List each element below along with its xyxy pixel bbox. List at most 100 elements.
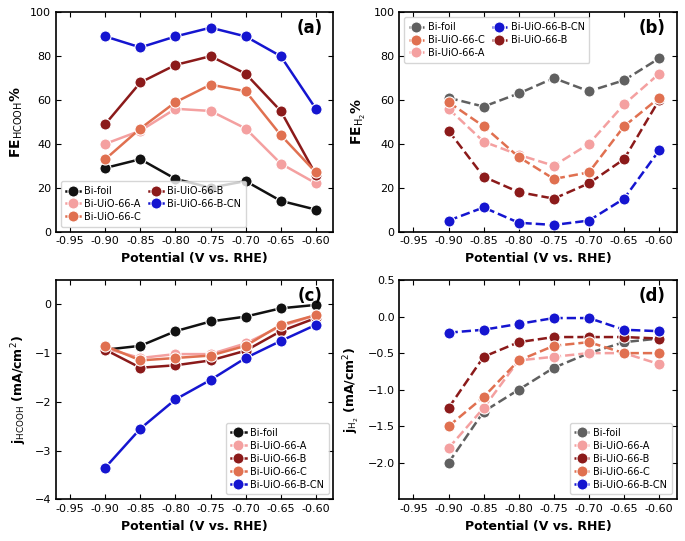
Bi-UiO-66-B — [206, 53, 214, 60]
Bi-UiO-66-C — [312, 169, 320, 176]
Bi-UiO-66-C — [620, 123, 628, 129]
Bi-UiO-66-B-CN — [242, 33, 250, 39]
Bi-foil — [620, 77, 628, 83]
Bi-foil — [655, 335, 663, 342]
Bi-UiO-66-B — [136, 79, 145, 85]
X-axis label: Potential (V vs. RHE): Potential (V vs. RHE) — [121, 520, 268, 533]
Bi-UiO-66-B — [479, 353, 488, 360]
Bi-UiO-66-B-CN — [277, 53, 285, 60]
Bi-foil — [312, 206, 320, 213]
Bi-foil — [550, 75, 558, 81]
Y-axis label: FE$_{\rm HCOOH}$%: FE$_{\rm HCOOH}$% — [8, 86, 25, 158]
Text: (a): (a) — [296, 19, 323, 37]
Bi-foil — [171, 176, 179, 182]
Bi-UiO-66-B-CN — [206, 377, 214, 383]
Bi-UiO-66-B-CN — [136, 44, 145, 51]
Bi-UiO-66-A — [620, 350, 628, 357]
Bi-UiO-66-C — [136, 357, 145, 364]
Bi-UiO-66-C — [312, 312, 320, 318]
Bi-UiO-66-B — [585, 334, 593, 340]
Bi-UiO-66-B-CN — [445, 217, 453, 224]
Bi-foil — [277, 197, 285, 204]
Text: (d): (d) — [638, 287, 666, 305]
Bi-UiO-66-B-CN — [101, 33, 110, 39]
Legend: Bi-foil, Bi-UiO-66-A, Bi-UiO-66-B, Bi-UiO-66-C, Bi-UiO-66-B-CN: Bi-foil, Bi-UiO-66-A, Bi-UiO-66-B, Bi-Ui… — [570, 423, 672, 494]
Bi-UiO-66-A — [101, 345, 110, 352]
Line: Bi-UiO-66-B-CN: Bi-UiO-66-B-CN — [443, 313, 664, 338]
Bi-UiO-66-C — [171, 99, 179, 105]
Bi-UiO-66-A — [136, 355, 145, 361]
Bi-UiO-66-C — [479, 394, 488, 400]
Bi-UiO-66-A — [445, 105, 453, 112]
Bi-UiO-66-A — [585, 141, 593, 147]
Bi-UiO-66-B — [312, 315, 320, 321]
Line: Bi-UiO-66-B-CN: Bi-UiO-66-B-CN — [100, 319, 321, 473]
Bi-UiO-66-B-CN — [655, 328, 663, 334]
Bi-UiO-66-A — [242, 126, 250, 132]
Bi-UiO-66-B — [242, 347, 250, 354]
Bi-foil — [479, 103, 488, 110]
Bi-foil — [514, 386, 523, 393]
Bi-UiO-66-B-CN — [550, 222, 558, 228]
Bi-UiO-66-B-CN — [171, 396, 179, 403]
Bi-UiO-66-A — [655, 70, 663, 77]
Bi-UiO-66-B-CN — [242, 355, 250, 361]
Bi-UiO-66-B-CN — [101, 464, 110, 471]
X-axis label: Potential (V vs. RHE): Potential (V vs. RHE) — [464, 252, 612, 265]
Bi-foil — [312, 302, 320, 308]
Bi-UiO-66-B-CN — [655, 147, 663, 154]
Line: Bi-foil: Bi-foil — [443, 333, 664, 469]
Bi-UiO-66-B — [171, 62, 179, 68]
Bi-UiO-66-B-CN — [620, 195, 628, 202]
Line: Bi-UiO-66-A: Bi-UiO-66-A — [100, 103, 321, 189]
Bi-UiO-66-B — [655, 335, 663, 342]
Line: Bi-UiO-66-C: Bi-UiO-66-C — [100, 309, 321, 366]
Bi-UiO-66-C — [655, 95, 663, 101]
Bi-UiO-66-C — [514, 154, 523, 160]
Bi-UiO-66-A — [312, 312, 320, 318]
Bi-foil — [655, 55, 663, 62]
Bi-UiO-66-B — [514, 189, 523, 195]
Bi-UiO-66-C — [171, 355, 179, 361]
Bi-UiO-66-C — [655, 350, 663, 357]
Bi-foil — [171, 328, 179, 334]
Bi-UiO-66-B — [550, 195, 558, 202]
Bi-UiO-66-C — [585, 339, 593, 345]
Bi-UiO-66-B-CN — [514, 220, 523, 226]
Bi-UiO-66-B — [655, 97, 663, 103]
Bi-UiO-66-B — [514, 339, 523, 345]
Bi-UiO-66-C — [136, 126, 145, 132]
Bi-UiO-66-B — [445, 405, 453, 411]
Bi-UiO-66-C — [206, 82, 214, 88]
Bi-UiO-66-C — [242, 88, 250, 95]
Bi-UiO-66-A — [206, 108, 214, 114]
Bi-UiO-66-B — [277, 328, 285, 334]
X-axis label: Potential (V vs. RHE): Potential (V vs. RHE) — [464, 520, 612, 533]
Bi-UiO-66-A — [479, 405, 488, 411]
Line: Bi-foil: Bi-foil — [443, 53, 664, 112]
Bi-UiO-66-B-CN — [479, 204, 488, 210]
Bi-UiO-66-B-CN — [585, 315, 593, 321]
Bi-UiO-66-C — [445, 423, 453, 430]
Bi-UiO-66-A — [585, 350, 593, 357]
Text: (b): (b) — [638, 19, 666, 37]
Bi-foil — [445, 95, 453, 101]
Bi-foil — [136, 156, 145, 162]
Bi-foil — [136, 342, 145, 349]
Bi-UiO-66-A — [101, 141, 110, 147]
Bi-UiO-66-A — [479, 138, 488, 145]
Bi-UiO-66-B — [312, 171, 320, 178]
Bi-foil — [585, 88, 593, 95]
Bi-UiO-66-B-CN — [171, 33, 179, 39]
Bi-UiO-66-B — [101, 121, 110, 127]
Bi-UiO-66-B — [479, 174, 488, 180]
Bi-UiO-66-A — [136, 128, 145, 134]
Bi-foil — [514, 90, 523, 97]
X-axis label: Potential (V vs. RHE): Potential (V vs. RHE) — [121, 252, 268, 265]
Line: Bi-UiO-66-C: Bi-UiO-66-C — [100, 79, 321, 178]
Line: Bi-UiO-66-A: Bi-UiO-66-A — [100, 309, 321, 364]
Bi-UiO-66-B — [101, 346, 110, 353]
Legend: Bi-foil, Bi-UiO-66-A, Bi-UiO-66-B, Bi-UiO-66-C, Bi-UiO-66-B-CN: Bi-foil, Bi-UiO-66-A, Bi-UiO-66-B, Bi-Ui… — [226, 423, 329, 494]
Line: Bi-foil: Bi-foil — [100, 154, 321, 215]
Bi-foil — [550, 365, 558, 371]
